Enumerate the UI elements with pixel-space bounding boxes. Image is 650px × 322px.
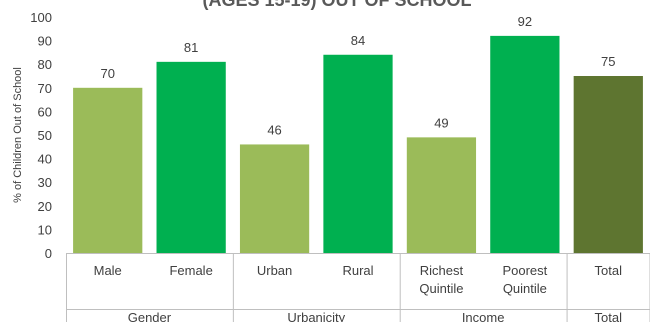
group-label: Gender xyxy=(128,310,172,322)
data-label: 92 xyxy=(518,14,532,29)
y-tick-label: 40 xyxy=(38,152,52,167)
group-label: Urbanicity xyxy=(287,310,345,322)
data-label: 46 xyxy=(267,122,281,137)
data-labels: 70 81 46 84 49 92 75 xyxy=(100,14,615,138)
category-label: Rural xyxy=(342,263,373,278)
bar xyxy=(406,137,477,253)
y-tick-label: 10 xyxy=(38,222,52,237)
chart-title: (AGES 15-19) OUT OF SCHOOL xyxy=(202,0,471,10)
data-label: 49 xyxy=(434,115,448,130)
group-label: Income xyxy=(462,310,505,322)
category-label: Male xyxy=(94,263,122,278)
y-tick-label: 50 xyxy=(38,128,52,143)
data-label: 75 xyxy=(601,54,615,69)
bar xyxy=(323,54,393,254)
category-labels: Male Female Urban Rural Richest Quintile Poore… xyxy=(94,263,623,296)
bar xyxy=(573,76,643,253)
y-tick-label: 30 xyxy=(38,175,52,190)
category-label: Total xyxy=(595,263,623,278)
category-label: Richest Quintile xyxy=(419,263,463,296)
bar xyxy=(156,61,226,254)
y-axis-label: % of Children Out of School xyxy=(12,67,24,203)
bar xyxy=(490,35,560,253)
category-label: Urban xyxy=(257,263,292,278)
bar xyxy=(73,87,143,253)
category-label: Poorest Quintile xyxy=(502,263,547,296)
group-label: Total xyxy=(595,310,623,322)
bars xyxy=(73,35,643,254)
data-label: 84 xyxy=(351,33,365,48)
y-tick-label: 90 xyxy=(38,34,52,49)
y-tick-label: 20 xyxy=(38,199,52,214)
y-tick-label: 80 xyxy=(38,57,52,72)
y-tick-label: 0 xyxy=(45,246,52,261)
group-labels: Gender Urbanicity Income Total xyxy=(128,310,622,322)
y-tick-label: 70 xyxy=(38,81,52,96)
data-label: 81 xyxy=(184,40,198,55)
y-tick-label: 60 xyxy=(38,104,52,119)
category-label: Female xyxy=(169,263,212,278)
data-label: 70 xyxy=(100,66,114,81)
y-tick-label: 100 xyxy=(30,10,52,25)
bar xyxy=(239,144,310,253)
category-axis xyxy=(66,253,650,322)
y-axis-ticks: 0 10 20 30 40 50 60 70 80 90 100 xyxy=(30,10,52,261)
